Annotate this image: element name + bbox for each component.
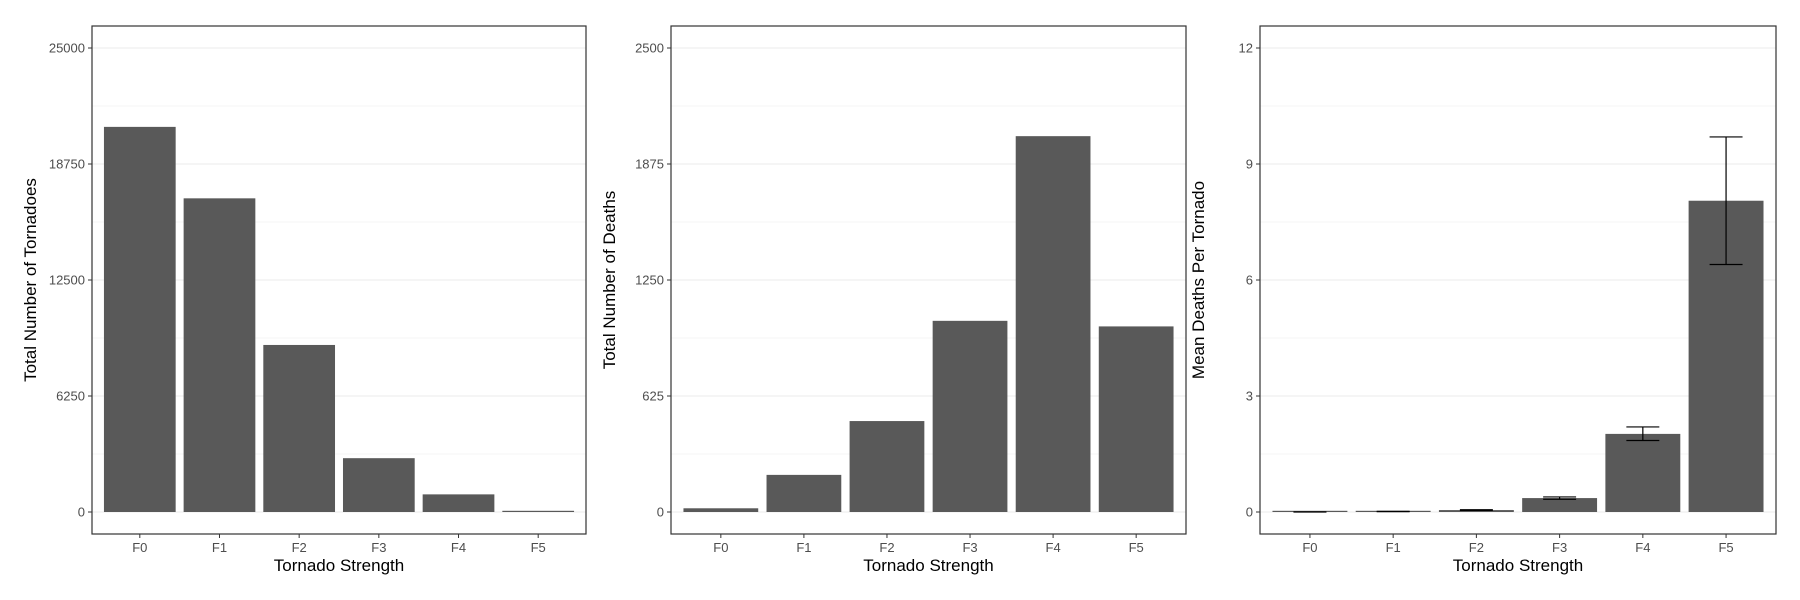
x-tick-label: F4 xyxy=(1046,540,1061,555)
y-tick-label: 625 xyxy=(642,389,664,404)
bar-F2 xyxy=(263,344,336,512)
x-tick-label: F5 xyxy=(1129,540,1144,555)
x-tick-label: F1 xyxy=(212,540,227,555)
x-tick-label: F5 xyxy=(1718,540,1733,555)
y-tick-label: 3 xyxy=(1246,389,1253,404)
y-tick-label: 9 xyxy=(1246,157,1253,172)
x-tick-label: F3 xyxy=(962,540,977,555)
y-tick-label: 0 xyxy=(78,505,85,520)
x-tick-label: F4 xyxy=(1635,540,1650,555)
y-tick-label: 0 xyxy=(657,505,664,520)
x-tick-label: F1 xyxy=(1386,540,1401,555)
y-tick-label: 0 xyxy=(1246,505,1253,520)
bar-F3 xyxy=(342,458,415,512)
y-tick-label: 25000 xyxy=(49,41,85,56)
x-axis-title: Tornado Strength xyxy=(274,556,404,575)
x-tick-label: F1 xyxy=(796,540,811,555)
x-tick-label: F2 xyxy=(292,540,307,555)
y-tick-label: 12 xyxy=(1239,41,1253,56)
y-axis-title: Total Number of Deaths xyxy=(600,191,619,370)
bar-F3 xyxy=(932,320,1008,512)
x-axis: F0 F1 F2 F3 F4 F5 xyxy=(132,534,546,555)
bar-F3 xyxy=(1522,498,1598,512)
bar-F0 xyxy=(103,126,176,512)
x-axis-title: Tornado Strength xyxy=(1453,556,1583,575)
bar-F4 xyxy=(1015,136,1091,512)
x-tick-label: F2 xyxy=(879,540,894,555)
x-tick-label: F5 xyxy=(531,540,546,555)
bar-F4 xyxy=(422,494,495,512)
x-axis: F0 F1 F2 F3 F4 F5 xyxy=(1302,534,1734,555)
bar-F5 xyxy=(502,510,575,512)
y-axis: 0 6250 12500 18750 25000 xyxy=(49,41,92,520)
y-axis-title: Total Number of Tornadoes xyxy=(21,178,40,382)
y-tick-label: 18750 xyxy=(49,157,85,172)
y-tick-label: 12500 xyxy=(49,273,85,288)
y-tick-label: 6250 xyxy=(56,389,85,404)
bars xyxy=(103,126,575,512)
x-tick-label: F2 xyxy=(1469,540,1484,555)
y-axis: 0 625 1250 1875 2500 xyxy=(635,41,671,520)
chart-panel-1: 0 6250 12500 18750 25000 F0 F1 F2 F3 F4 F5 Tornado … xyxy=(21,25,587,575)
error-bars xyxy=(1293,136,1743,513)
bar-F0 xyxy=(683,508,759,512)
x-tick-label: F0 xyxy=(713,540,728,555)
x-tick-label: F4 xyxy=(451,540,466,555)
bar-F5 xyxy=(1098,326,1174,512)
chart-panel-2: 0 625 1250 1875 2500 F0 F1 F2 F3 F4 F5 Tornado Stre… xyxy=(600,25,1187,575)
y-tick-label: 6 xyxy=(1246,273,1253,288)
x-axis-title: Tornado Strength xyxy=(863,556,993,575)
x-tick-label: F0 xyxy=(1302,540,1317,555)
x-tick-label: F3 xyxy=(371,540,386,555)
y-axis: 0 3 6 9 12 xyxy=(1239,41,1260,520)
x-tick-label: F0 xyxy=(132,540,147,555)
bar-F2 xyxy=(849,421,925,512)
x-axis: F0 F1 F2 F3 F4 F5 xyxy=(713,534,1144,555)
bar-F1 xyxy=(183,198,256,512)
y-axis-title: Mean Deaths Per Tornado xyxy=(1189,181,1208,379)
chart-panel-3: 0 3 6 9 12 F0 F1 F2 F3 F4 F5 Tornado Strength Mean D… xyxy=(1189,25,1777,575)
bar-F1 xyxy=(766,474,842,512)
bars xyxy=(683,136,1174,512)
x-tick-label: F3 xyxy=(1552,540,1567,555)
y-tick-label: 1250 xyxy=(635,273,664,288)
y-tick-label: 1875 xyxy=(635,157,664,172)
y-tick-label: 2500 xyxy=(635,41,664,56)
bar-F4 xyxy=(1605,433,1681,512)
